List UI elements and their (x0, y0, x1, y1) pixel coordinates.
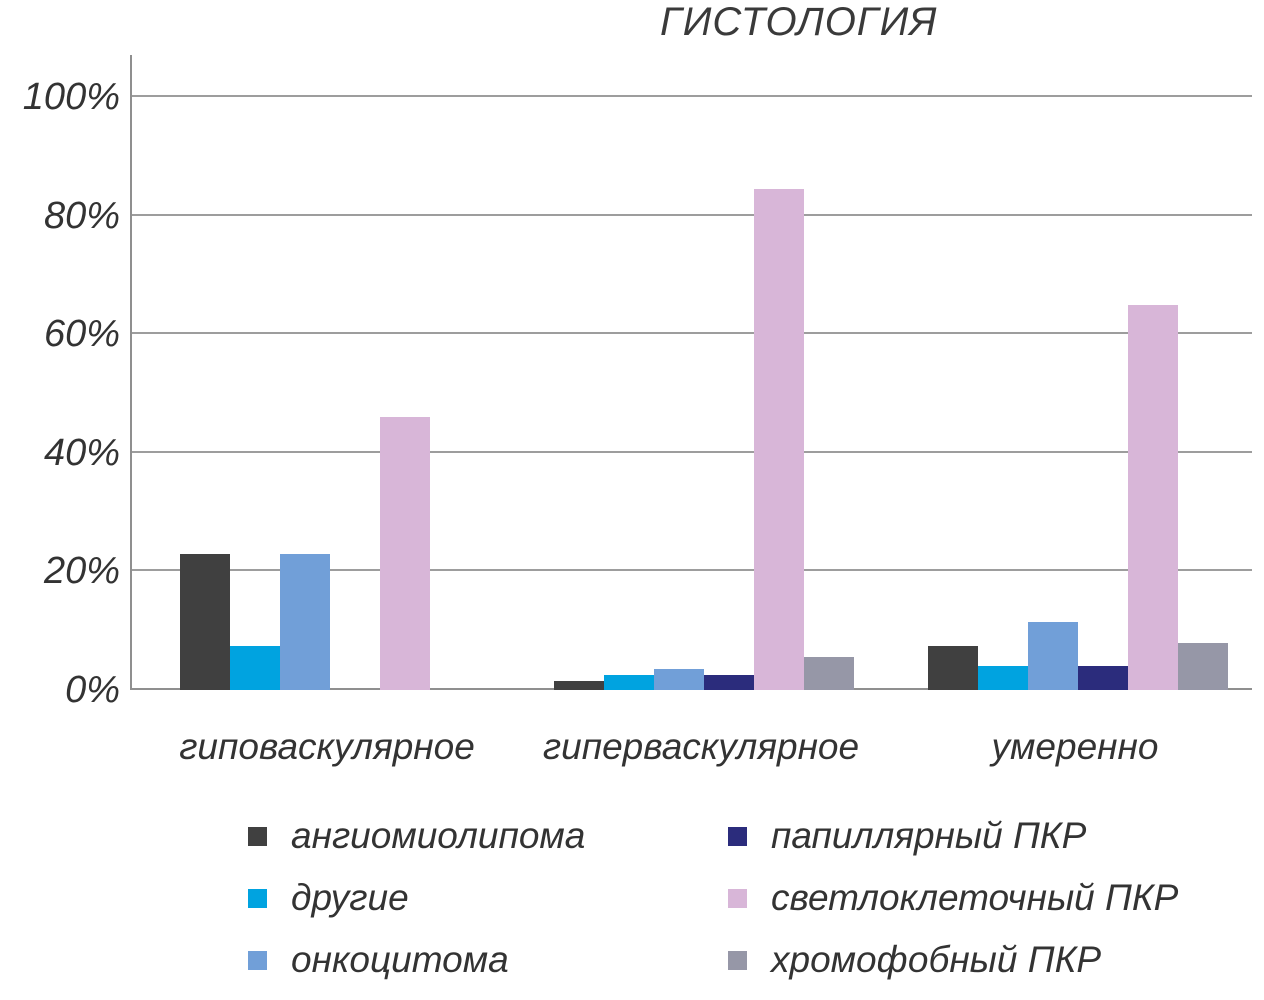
bar-slot (554, 97, 604, 690)
legend-item: светлоклеточный ПКР (728, 874, 1208, 922)
legend-item: онкоцитома (248, 936, 728, 984)
x-axis-label-2: умеренно (991, 726, 1159, 767)
gridline-60 (132, 332, 1252, 335)
bar-slot (430, 97, 480, 690)
bar-series-5-category-2 (1178, 642, 1228, 690)
bar-slot (928, 97, 978, 690)
legend: ангиомиолипома другие онкоцитома папиллярны… (248, 812, 1208, 984)
bar-slot (804, 97, 854, 690)
bar-series-2-category-2 (1028, 621, 1078, 690)
legend-label: другие (291, 877, 409, 918)
bar-slot (754, 97, 804, 690)
bar-slot (604, 97, 654, 690)
legend-marker-icon (728, 888, 747, 908)
y-tick-label-20: 20% (43, 550, 120, 593)
legend-marker-icon (728, 826, 747, 846)
bar-group-2 (880, 97, 1254, 690)
legend-marker-icon (248, 888, 267, 908)
bar-series-0-category-2 (928, 645, 978, 690)
bar-group-0 (132, 97, 506, 690)
bar-series-0-category-1 (554, 681, 604, 690)
legend-marker-icon (728, 950, 747, 970)
bar-slot (330, 97, 380, 690)
bar-series-1-category-2 (978, 666, 1028, 690)
bar-series-5-category-1 (804, 657, 854, 690)
bar-series-4-category-2 (1128, 304, 1178, 690)
bar-series-1-category-1 (604, 675, 654, 690)
gridline-20 (132, 569, 1252, 572)
bar-series-3-category-2 (1078, 666, 1128, 690)
y-tick-label-100: 100% (22, 76, 120, 118)
bar-series-2-category-1 (654, 669, 704, 690)
bar-slot (1078, 97, 1128, 690)
bar-slot (380, 97, 430, 690)
x-axis-label-1: гиперваскулярное (542, 726, 860, 767)
chart-title: ГИСТОЛОГИЯ (660, 0, 938, 44)
bar-slot (1128, 97, 1178, 690)
legend-label: ангиомиолипома (291, 815, 586, 856)
plot-area: 0% 20% 40% 60% 80% 100% (23, 55, 1254, 711)
legend-item: хромофобный ПКР (728, 936, 1208, 984)
legend-label: онкоцитома (291, 939, 509, 980)
y-tick-label-40: 40% (43, 431, 120, 474)
bar-series-2-category-0 (280, 553, 330, 690)
y-tick-label-80: 80% (43, 194, 120, 237)
bar-slot (978, 97, 1028, 690)
gridline-80 (132, 213, 1252, 216)
bar-series-4-category-0 (380, 417, 430, 690)
bar-series-3-category-1 (704, 675, 754, 690)
y-tick-label-60: 60% (43, 313, 120, 356)
bar-series-1-category-0 (230, 645, 280, 690)
legend-label: папиллярный ПКР (771, 815, 1087, 856)
legend-label: хромофобный ПКР (771, 939, 1102, 980)
bar-slot (1028, 97, 1078, 690)
bar-slot (704, 97, 754, 690)
legend-marker-icon (248, 950, 267, 970)
bar-slot (230, 97, 280, 690)
legend-item: папиллярный ПКР (728, 812, 1208, 860)
legend-column-1: папиллярный ПКР светлоклеточный ПКР хромоф… (728, 812, 1208, 984)
bar-series-4-category-1 (754, 188, 804, 690)
bar-group-1 (506, 97, 880, 690)
legend-column-0: ангиомиолипома другие онкоцитома (248, 812, 728, 984)
legend-item: другие (248, 874, 728, 922)
y-tick-label-0: 0% (65, 669, 120, 711)
x-axis-labels: гиповаскулярное гиперваскулярное умеренно (130, 726, 1252, 778)
bar-slot (654, 97, 704, 690)
bar-slot (1178, 97, 1228, 690)
legend-item: ангиомиолипома (248, 812, 728, 860)
legend-marker-icon (248, 826, 267, 846)
bar-slot (280, 97, 330, 690)
gridline-40 (132, 450, 1252, 453)
bar-slot (180, 97, 230, 690)
gridline-100 (132, 95, 1252, 97)
bar-series-0-category-0 (180, 553, 230, 690)
legend-label: светлоклеточный ПКР (771, 877, 1179, 918)
x-axis-label-0: гиповаскулярное (179, 726, 475, 767)
